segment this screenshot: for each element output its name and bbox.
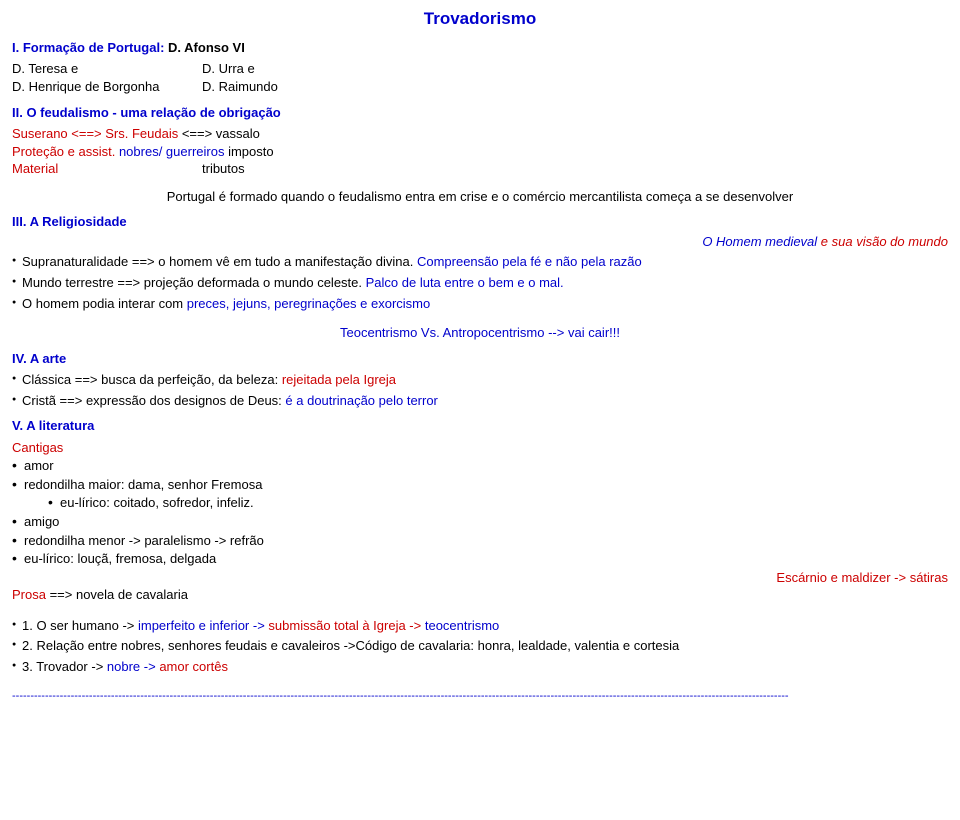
sec6-bullet-3: 3. Trovador -> nobre -> amor cortês	[12, 658, 948, 676]
sec4-b1a: Clássica ==> busca da perfeição, da bele…	[22, 372, 282, 387]
sec1-col1-b: D. Henrique de Borgonha	[12, 78, 202, 96]
sec1-prefix: I. Formação de Portugal:	[12, 40, 164, 55]
sec5-amor-1: redondilha maior: dama, senhor Fremosa	[12, 476, 948, 494]
sec3-right-a: O Homem medieval	[702, 234, 820, 249]
sec3-b1a: Supranaturalidade ==> o homem vê em tudo…	[22, 254, 417, 269]
sec3-b3b: preces, jejuns, peregrinações e exorcism…	[187, 296, 431, 311]
sec6-bullet-2: 2. Relação entre nobres, senhores feudai…	[12, 637, 948, 655]
sec2-l2a: Proteção e assist.	[12, 144, 119, 159]
sec6-b1c: submissão total à Igreja ->	[268, 618, 424, 633]
sec3-bullet-2: Mundo terrestre ==> projeção deformada o…	[12, 274, 948, 292]
sec5-amigo-1: redondilha menor -> paralelismo -> refrã…	[12, 532, 948, 550]
sec3-right: O Homem medieval e sua visão do mundo	[12, 233, 948, 251]
sec6-b3c: amor cortês	[159, 659, 228, 674]
sec4-bullet-1: Clássica ==> busca da perfeição, da bele…	[12, 371, 948, 389]
sec6-b1d: teocentrismo	[425, 618, 499, 633]
sec2-line3: Material tributos	[12, 160, 948, 178]
sec6-bullet-1: 1. O ser humano -> imperfeito e inferior…	[12, 617, 948, 635]
sec3-bullet-1: Supranaturalidade ==> o homem vê em tudo…	[12, 253, 948, 271]
sec5-amor-2: eu-lírico: coitado, sofredor, infeliz.	[48, 494, 948, 512]
sec5-prosa-a: Prosa	[12, 587, 50, 602]
sec6-b3b: nobre ->	[107, 659, 159, 674]
sec6-b3a: 3. Trovador ->	[22, 659, 107, 674]
sec6-b1b: imperfeito e inferior ->	[138, 618, 268, 633]
sec3-bullet-3: O homem podia interar com preces, jejuns…	[12, 295, 948, 313]
sec3-b2b: Palco de luta entre o bem e o mal.	[366, 275, 564, 290]
sec5-amor: amor	[12, 457, 948, 475]
sec3-right-b: e sua visão do mundo	[821, 234, 948, 249]
sec1-col1-a: D. Teresa e	[12, 60, 202, 78]
sec5-prosa-b: ==> novela de cavalaria	[50, 587, 188, 602]
sec2-centered: Portugal é formado quando o feudalismo e…	[12, 188, 948, 206]
sec2-l3a: Material	[12, 160, 202, 178]
sec2-line1: Suserano <==> Srs. Feudais <==> vassalo	[12, 125, 948, 143]
sec3-b1b: Compreensão pela fé e não pela razão	[417, 254, 642, 269]
sec1-columns: D. Teresa e D. Henrique de Borgonha D. U…	[12, 60, 948, 95]
sec3-b2a: Mundo terrestre ==> projeção deformada o…	[22, 275, 366, 290]
section-4-heading: IV. A arte	[12, 350, 948, 368]
sec4-b1b: rejeitada pela Igreja	[282, 372, 396, 387]
sec2-l1b: <==> vassalo	[182, 126, 260, 141]
sec4-b2b: é a doutrinação pelo terror	[285, 393, 437, 408]
sec5-cantigas: Cantigas	[12, 439, 948, 457]
sec1-col2-a: D. Urra e	[202, 60, 278, 78]
sec2-l1a: Suserano <==> Srs. Feudais	[12, 126, 182, 141]
sec2-l2c: imposto	[228, 144, 274, 159]
sec2-line2: Proteção e assist. nobres/ guerreiros im…	[12, 143, 948, 161]
sec5-prosa: Prosa ==> novela de cavalaria	[12, 586, 948, 604]
sec4-bullet-2: Cristã ==> expressão dos designos de Deu…	[12, 392, 948, 410]
sec2-l3b: tributos	[202, 160, 245, 178]
sec5-amigo-2: eu-lírico: louçã, fremosa, delgada	[12, 550, 948, 568]
sec6-b1a: 1. O ser humano ->	[22, 618, 138, 633]
sec3-b3a: O homem podia interar com	[22, 296, 187, 311]
section-2-heading: II. O feudalismo - uma relação de obriga…	[12, 104, 948, 122]
sec1-col2-b: D. Raimundo	[202, 78, 278, 96]
section-5-heading: V. A literatura	[12, 417, 948, 435]
section-1-heading: I. Formação de Portugal: D. Afonso VI	[12, 39, 948, 57]
page-title: Trovadorismo	[12, 8, 948, 31]
divider-dashes: ----------------------------------------…	[12, 689, 948, 704]
sec5-right: Escárnio e maldizer -> sátiras	[12, 569, 948, 587]
sec3-centered: Teocentrismo Vs. Antropocentrismo --> va…	[12, 324, 948, 342]
section-3-heading: III. A Religiosidade	[12, 213, 948, 231]
sec1-suffix: D. Afonso VI	[164, 40, 244, 55]
sec4-b2a: Cristã ==> expressão dos designos de Deu…	[22, 393, 285, 408]
sec2-l2b: nobres/ guerreiros	[119, 144, 228, 159]
sec5-amigo: amigo	[12, 513, 948, 531]
